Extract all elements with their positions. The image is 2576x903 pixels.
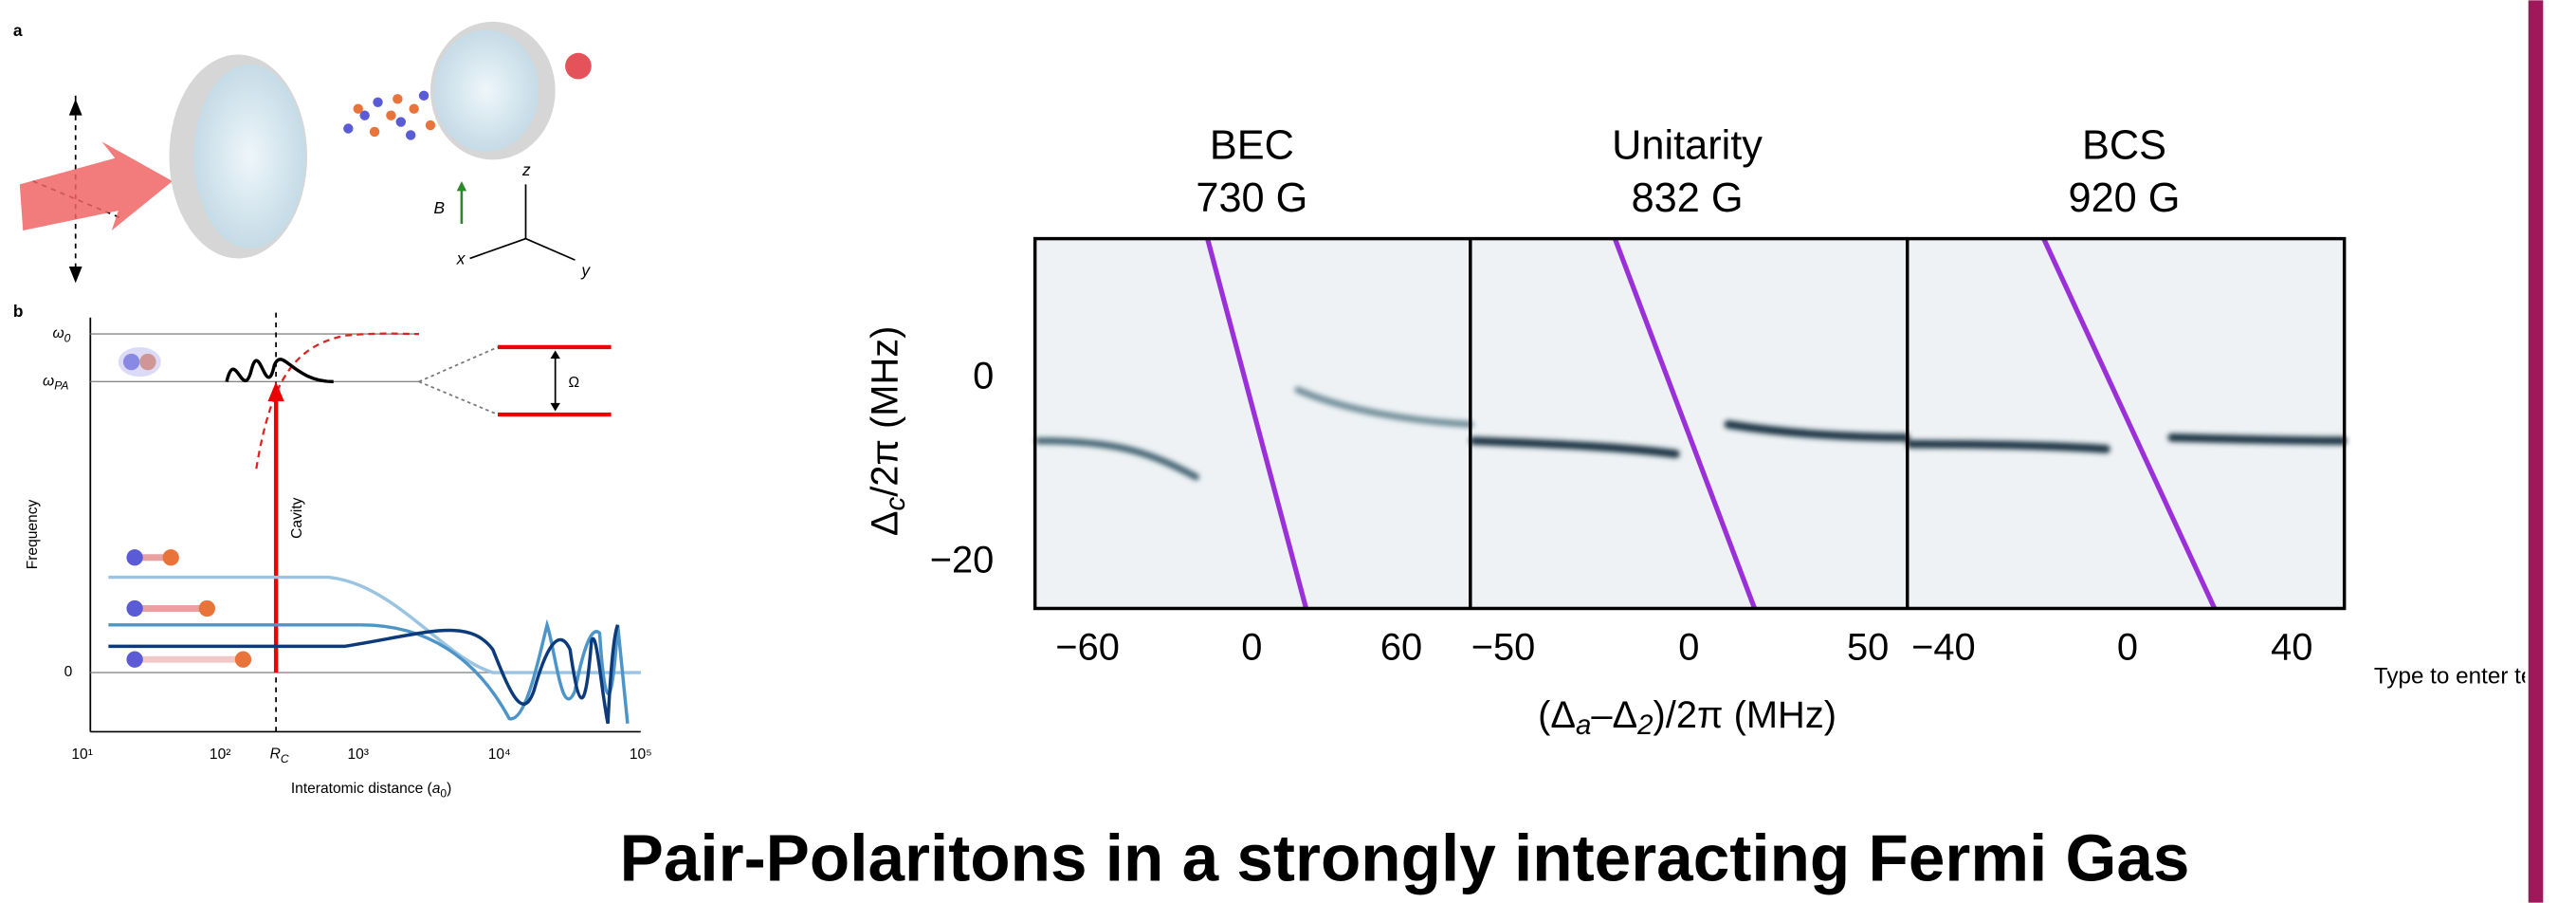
label-part: Δ (864, 510, 905, 536)
label-part: /2π (MHz) (864, 326, 905, 497)
label-part: (Δ (1538, 693, 1576, 735)
x-axis-label: Interatomic distance (a0) (291, 781, 452, 800)
panel-subtitle: 832 G (1632, 175, 1744, 221)
label-part: c (880, 496, 911, 510)
x-tick-label: −40 (1911, 626, 1976, 668)
label-part: a (1576, 710, 1591, 741)
slide-title: Pair-Polaritons in a strongly interactin… (620, 820, 2190, 894)
panel-subtitle: 920 G (2069, 175, 2181, 221)
axis-label: y (580, 261, 591, 280)
text-placeholder[interactable]: Type to enter text (2374, 664, 2552, 690)
rabi-label: Ω (569, 375, 580, 391)
x-tick-label: 10¹ (71, 746, 93, 763)
cavity-illustration (19, 21, 592, 284)
x-axis-label: (Δa–Δ2)/2π (MHz) (1538, 693, 1836, 741)
axis-label: z (521, 160, 531, 179)
label-part: 2 (1636, 710, 1653, 741)
axis-label: x (456, 249, 466, 268)
panel-title: Unitarity (1612, 123, 1763, 169)
edge-bar (2528, 0, 2544, 903)
x-tick-label: 10³ (347, 746, 369, 763)
label-part: –Δ (1591, 693, 1637, 735)
x-tick-label: −60 (1055, 626, 1120, 668)
label-part: )/2π (MHz) (1653, 693, 1836, 735)
spectra (1032, 236, 2348, 611)
potential-diagram (89, 312, 641, 733)
x-tick-label: 0 (2117, 626, 2138, 668)
level-label: ωPA (43, 373, 68, 392)
y-axis-label: Frequency (25, 499, 41, 569)
x-tick-label: 0 (1241, 626, 1262, 668)
panel-label: b (13, 302, 24, 321)
x-tick-label: 50 (1847, 626, 1889, 668)
x-tick-label: 0 (1678, 626, 1699, 668)
panel-title: BEC (1210, 123, 1294, 169)
x-tick-label: 10² (210, 746, 231, 763)
x-tick-label: 10⁵ (630, 746, 652, 763)
x-tick-label: −50 (1471, 626, 1536, 668)
y-tick-label: −20 (930, 539, 995, 580)
y-tick-label: 0 (64, 664, 73, 680)
field-label: B (433, 198, 445, 217)
panel-title: BCS (2082, 123, 2166, 169)
level-label: ω0 (52, 325, 70, 344)
panel-subtitle: 730 G (1196, 175, 1307, 221)
panel-label: a (13, 21, 23, 40)
arrow-label: Cavity (289, 497, 305, 538)
x-tick-label: 40 (2271, 626, 2312, 668)
x-tick-label: 10⁴ (488, 746, 511, 763)
x-tick-label: 60 (1380, 626, 1422, 668)
y-axis-label: Δc/2π (MHz) (864, 326, 911, 537)
y-tick-label: 0 (973, 355, 994, 396)
rc-label: RC (270, 746, 289, 765)
